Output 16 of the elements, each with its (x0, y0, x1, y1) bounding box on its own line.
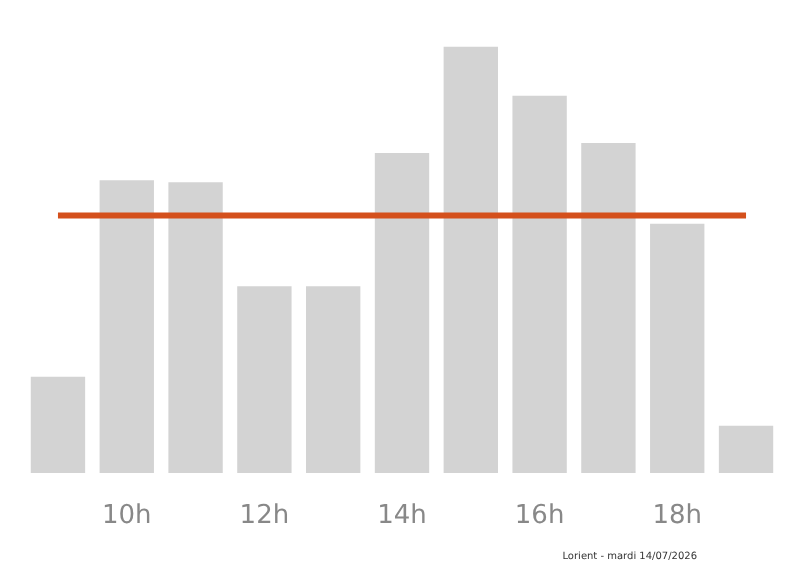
x-tick-label: 18h (652, 501, 703, 531)
bar (374, 152, 430, 473)
x-tick-label: 14h (377, 501, 427, 531)
bar (30, 376, 86, 473)
bar (168, 182, 223, 473)
x-tick-label: 10h (101, 501, 152, 531)
bar (718, 425, 774, 473)
x-tick-label: 16h (514, 501, 565, 531)
bar (237, 286, 292, 473)
bar (306, 286, 361, 473)
bar (581, 143, 636, 473)
bar (650, 223, 705, 473)
bar (99, 180, 154, 473)
x-tick-label: 12h (239, 501, 290, 531)
bar (443, 46, 498, 473)
bar (512, 95, 567, 473)
